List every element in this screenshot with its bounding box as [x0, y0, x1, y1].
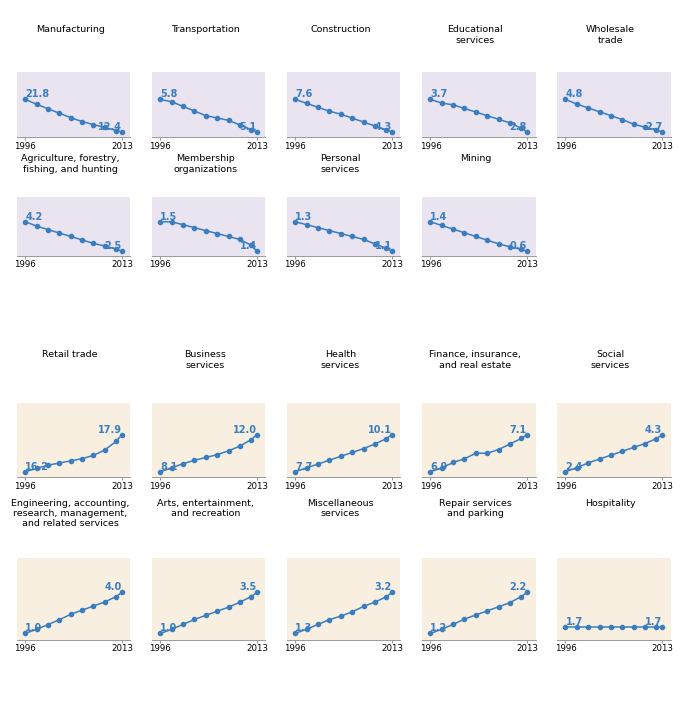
Text: 7.7: 7.7 — [295, 462, 312, 472]
Text: 8.1: 8.1 — [160, 462, 178, 472]
Text: 2.2: 2.2 — [509, 583, 527, 593]
Text: Manufacturing: Manufacturing — [36, 25, 104, 34]
Text: Business
services: Business services — [184, 350, 226, 369]
Text: 1.7: 1.7 — [565, 617, 582, 627]
Text: 4.3: 4.3 — [374, 122, 392, 132]
Text: Educational
services: Educational services — [447, 25, 503, 44]
Text: Personal
services: Personal services — [320, 155, 361, 174]
Text: Hospitality: Hospitality — [585, 498, 636, 508]
Text: Arts, entertainment,
and recreation: Arts, entertainment, and recreation — [157, 498, 254, 518]
Text: Mining: Mining — [460, 155, 491, 163]
Text: 2.7: 2.7 — [644, 122, 662, 132]
Text: 1.0: 1.0 — [160, 623, 177, 633]
Text: Wholesale
trade: Wholesale trade — [586, 25, 635, 44]
Text: 6.9: 6.9 — [430, 462, 447, 472]
Text: 3.7: 3.7 — [430, 89, 447, 99]
Text: 4.2: 4.2 — [25, 212, 42, 222]
Text: 1.1: 1.1 — [374, 241, 392, 251]
Text: Retail trade: Retail trade — [42, 350, 98, 359]
Text: 17.9: 17.9 — [98, 425, 122, 435]
Text: 12.4: 12.4 — [98, 122, 122, 132]
Text: Membership
organizations: Membership organizations — [173, 155, 237, 174]
Text: 1.4: 1.4 — [239, 241, 257, 251]
Text: Engineering, accounting,
research, management,
and related services: Engineering, accounting, research, manag… — [11, 498, 130, 528]
Text: 1.3: 1.3 — [295, 212, 312, 222]
Text: 1.4: 1.4 — [430, 212, 447, 222]
Text: 1.7: 1.7 — [644, 617, 662, 627]
Text: Transportation: Transportation — [171, 25, 239, 34]
Text: 1.2: 1.2 — [430, 623, 447, 633]
Text: Finance, insurance,
and real estate: Finance, insurance, and real estate — [430, 350, 521, 369]
Text: 1.0: 1.0 — [25, 623, 42, 633]
Text: 3.5: 3.5 — [239, 583, 257, 593]
Text: 3.2: 3.2 — [374, 583, 392, 593]
Text: 7.6: 7.6 — [295, 89, 312, 99]
Text: 4.8: 4.8 — [565, 89, 583, 99]
Text: 2.5: 2.5 — [104, 241, 122, 251]
Text: Social
services: Social services — [591, 350, 630, 369]
Text: Decreasing sectors: Decreasing sectors — [269, 4, 413, 16]
Text: Miscellaneous
services: Miscellaneous services — [307, 498, 374, 518]
Text: 2.8: 2.8 — [509, 122, 527, 132]
Text: 5.1: 5.1 — [239, 122, 257, 132]
Text: 12.0: 12.0 — [233, 425, 257, 435]
Text: 2.4: 2.4 — [565, 462, 582, 472]
Text: 16.2: 16.2 — [25, 462, 49, 472]
Text: 5.8: 5.8 — [160, 89, 178, 99]
Text: 7.1: 7.1 — [509, 425, 527, 435]
Text: 4.3: 4.3 — [644, 425, 662, 435]
Text: 4.0: 4.0 — [104, 583, 122, 593]
Text: 0.6: 0.6 — [509, 241, 527, 251]
Text: Construction: Construction — [310, 25, 370, 34]
Text: 21.8: 21.8 — [25, 89, 49, 99]
Text: Health
services: Health services — [321, 350, 360, 369]
Text: 10.1: 10.1 — [368, 425, 392, 435]
Text: Repair services
and parking: Repair services and parking — [439, 498, 512, 518]
Text: Agriculture, forestry,
fishing, and hunting: Agriculture, forestry, fishing, and hunt… — [21, 155, 119, 174]
Text: Increasing sectors: Increasing sectors — [272, 328, 410, 341]
Text: 1.3: 1.3 — [295, 623, 312, 633]
Text: 1.5: 1.5 — [160, 212, 177, 222]
